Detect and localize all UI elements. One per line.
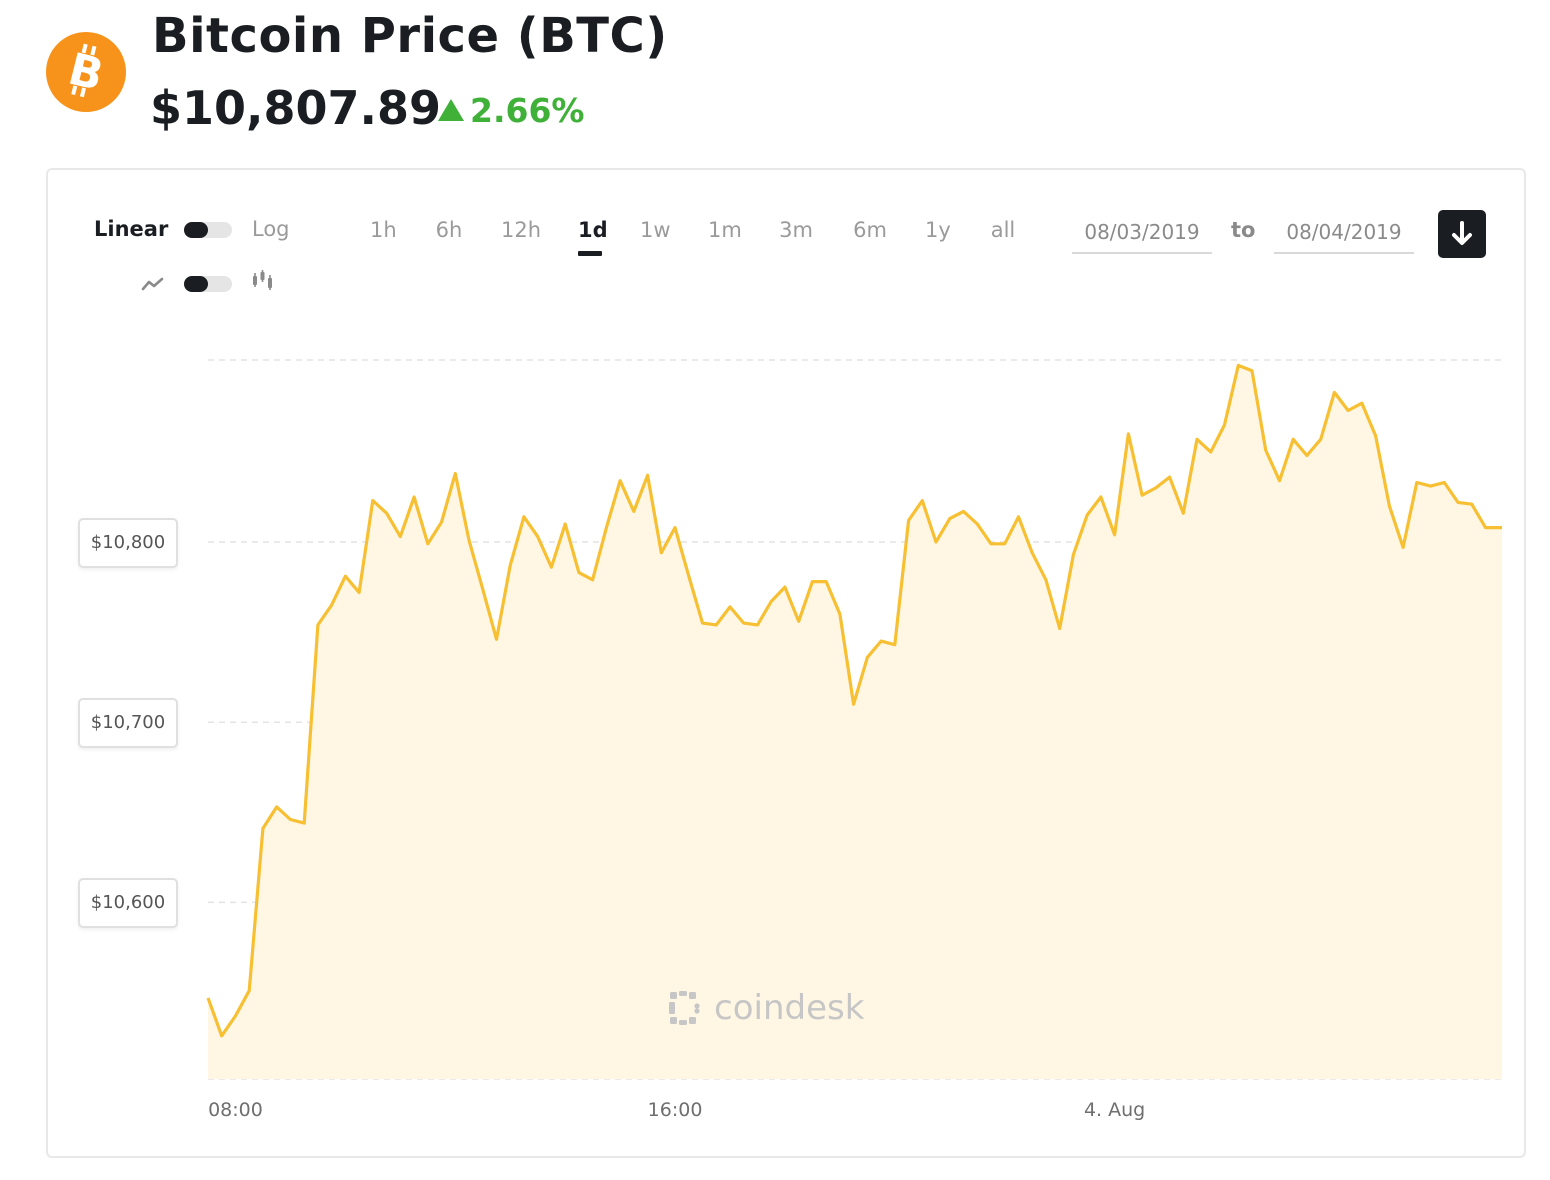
y-axis-label: $10,700 [78,698,178,749]
range-tab-3m[interactable]: 3m [779,218,813,242]
range-tab-1w[interactable]: 1w [640,218,671,242]
arrow-up-icon [438,99,464,121]
range-tab-6m[interactable]: 6m [853,218,887,242]
bitcoin-icon: B [46,32,126,112]
scale-linear-label[interactable]: Linear [94,217,169,241]
range-tab-1y[interactable]: 1y [925,218,951,242]
x-axis-label: 16:00 [647,1099,703,1121]
page-title: Bitcoin Price (BTC) [152,8,668,64]
chart-type-toggle[interactable] [184,276,232,292]
current-price: $10,807.89 [150,81,442,135]
toggle-knob [184,222,208,238]
coindesk-logo-icon [669,991,700,1025]
download-button[interactable] [1438,210,1486,258]
toggle-knob [184,276,208,292]
coindesk-watermark: coindesk [668,986,864,1030]
x-axis-label: 08:00 [208,1099,263,1121]
date-to-input[interactable] [1274,212,1414,254]
x-axis-label: 4. Aug [1083,1099,1146,1121]
candlestick-icon[interactable] [251,270,275,292]
price-change: 2.66% [438,90,585,130]
date-range-separator: to [1231,218,1256,242]
y-axis-label: $10,800 [78,518,178,568]
range-tab-12h[interactable]: 12h [501,218,542,242]
range-tab-1h[interactable]: 1h [370,218,397,242]
range-tab-1m[interactable]: 1m [708,218,742,242]
y-axis-label: $10,600 [78,878,178,929]
price-header: B Bitcoin Price (BTC) $10,807.89 2.66% [0,0,1550,150]
scale-toggle[interactable] [184,222,232,238]
range-tab-6h[interactable]: 6h [435,218,463,242]
price-line [206,363,1502,1038]
date-from-input[interactable] [1072,212,1212,254]
watermark-text: coindesk [714,988,865,1028]
price-change-value: 2.66% [470,90,585,130]
price-area-fill [208,365,1502,1079]
scale-log-label[interactable]: Log [252,217,290,241]
download-arrow-icon [1452,221,1472,245]
line-chart-icon[interactable] [141,274,165,294]
range-tab-all[interactable]: all [990,218,1016,242]
